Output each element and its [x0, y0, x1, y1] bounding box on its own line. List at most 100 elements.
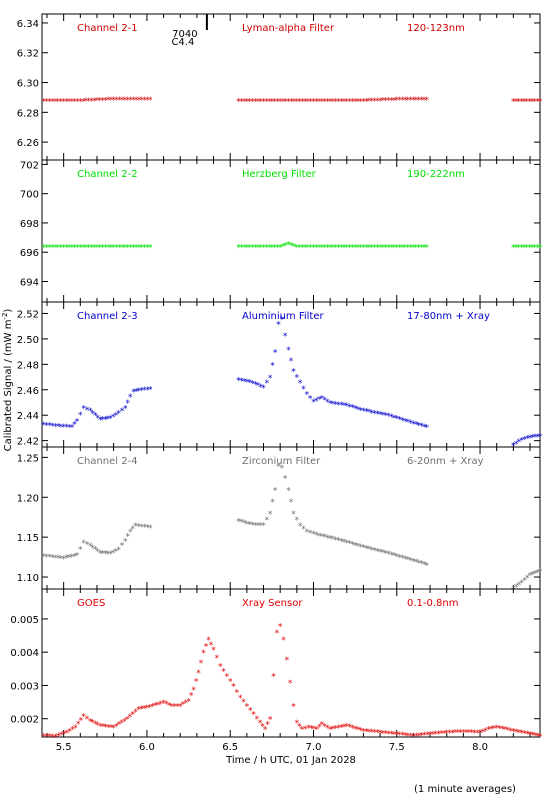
data-point: *: [56, 732, 61, 742]
data-point: *: [123, 405, 128, 415]
data-point: *: [397, 731, 402, 741]
data-point: *: [111, 413, 116, 423]
data-point: *: [70, 243, 75, 253]
data-point: *: [96, 414, 101, 424]
data-point: *: [395, 731, 400, 741]
data-point: *: [370, 546, 375, 556]
data-point: *: [383, 730, 388, 740]
data-point: *: [156, 701, 161, 711]
data-point: *: [264, 243, 269, 253]
data-point: *: [148, 524, 153, 534]
data-point: *: [78, 411, 83, 421]
data-point: *: [508, 727, 513, 737]
data-point: *: [106, 243, 111, 253]
data-point: *: [538, 568, 543, 578]
data-point: *: [345, 97, 350, 107]
data-point: *: [530, 434, 535, 444]
data-point: *: [47, 97, 52, 107]
data-point: *: [247, 520, 252, 530]
data-point: *: [245, 378, 250, 388]
data-point: *: [281, 97, 286, 107]
data-point: *: [511, 727, 516, 737]
data-point: *: [275, 243, 280, 253]
y-tick-label: 6.30: [17, 79, 39, 90]
data-point: *: [532, 243, 537, 253]
flare-region-label: 7040: [172, 29, 197, 40]
data-point: *: [522, 243, 527, 253]
data-point: *: [247, 243, 252, 253]
data-point: *: [139, 705, 144, 715]
data-point: *: [350, 724, 355, 734]
data-point: *: [297, 243, 302, 253]
data-point: *: [300, 726, 305, 736]
data-point: *: [397, 553, 402, 563]
data-point: *: [142, 523, 147, 533]
data-point: *: [92, 243, 97, 253]
data-point: *: [123, 243, 128, 253]
data-point: *: [416, 421, 421, 431]
y-tick-label: 0.004: [10, 648, 39, 659]
data-point: *: [270, 498, 275, 508]
data-point: *: [358, 243, 363, 253]
data-point: *: [285, 656, 290, 666]
data-point: *: [275, 97, 280, 107]
data-point: *: [400, 731, 405, 741]
data-point: *: [133, 522, 138, 532]
data-point: *: [260, 722, 265, 732]
data-point: *: [358, 727, 363, 737]
data-point: *: [93, 412, 98, 422]
data-point: *: [131, 96, 136, 106]
y-tick-label: 0.003: [10, 681, 39, 692]
data-point: *: [519, 729, 524, 739]
data-point: *: [389, 551, 394, 561]
data-point: *: [100, 96, 105, 106]
data-point: *: [367, 545, 372, 555]
data-point: *: [306, 243, 311, 253]
data-point: *: [295, 243, 300, 253]
data-point: *: [350, 541, 355, 551]
data-point: *: [386, 97, 391, 107]
data-point: *: [253, 243, 258, 253]
data-point: *: [238, 694, 243, 704]
data-point: *: [364, 97, 369, 107]
data-point: *: [109, 96, 114, 106]
data-point: *: [98, 416, 103, 426]
y-tick-label: 6.26: [17, 138, 39, 149]
data-point: *: [416, 96, 421, 106]
data-point: *: [322, 396, 327, 406]
data-point: *: [268, 510, 273, 520]
data-point: *: [134, 387, 139, 397]
panel-3: 2.42 2.44 2.46 2.48 2.50 2.52 Channel 2-3 Alumi…: [17, 301, 543, 451]
data-point: *: [524, 243, 529, 253]
data-point: *: [419, 422, 424, 432]
data-point: *: [300, 97, 305, 107]
data-point: *: [120, 243, 125, 253]
panel-4: 1.10 1.15 1.20 1.25 Channel 2-4 Zirconium Fil…: [17, 446, 543, 595]
data-point: *: [317, 723, 322, 733]
y-tick-label: 0.002: [10, 715, 39, 726]
panels-group: 6.26 6.28 6.30 6.32 6.34 Channel 2-1 Lyman-alp…: [10, 13, 543, 743]
data-point: *: [62, 730, 67, 740]
data-point: *: [497, 725, 502, 735]
data-point: *: [103, 96, 108, 106]
data-point: *: [489, 725, 494, 735]
data-point: *: [442, 729, 447, 739]
data-point: *: [333, 725, 338, 735]
data-point: *: [272, 97, 277, 107]
data-point: *: [125, 243, 130, 253]
data-point: *: [411, 96, 416, 106]
data-point: *: [436, 730, 441, 740]
data-point: *: [236, 97, 241, 107]
band-label: 0.1-0.8nm: [407, 598, 459, 609]
data-point: *: [186, 697, 191, 707]
data-point: *: [50, 243, 55, 253]
data-point: *: [383, 97, 388, 107]
data-point: *: [153, 702, 158, 712]
data-point: *: [361, 407, 366, 417]
data-point: *: [103, 243, 108, 253]
data-point: *: [378, 729, 383, 739]
data-point: *: [250, 97, 255, 107]
data-point: *: [283, 97, 288, 107]
data-point: *: [136, 706, 141, 716]
data-point: *: [361, 544, 366, 554]
